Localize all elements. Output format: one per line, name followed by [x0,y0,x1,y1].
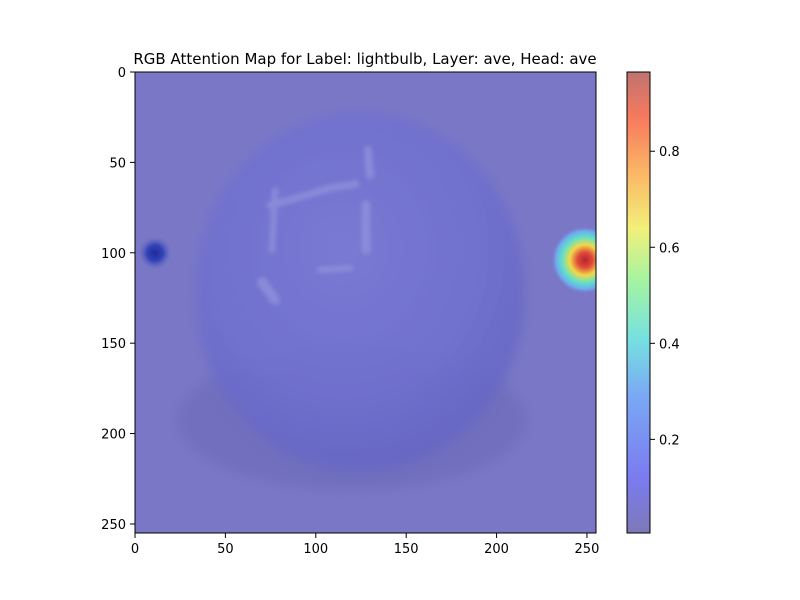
x-tick-label: 200 [484,542,509,557]
heatmap-plot [135,72,596,533]
y-tick-label: 200 [101,428,126,443]
filament-highlights [257,146,374,305]
x-tick-label: 50 [217,542,234,557]
colorbar: 0.2 0.4 0.6 0.8 [626,71,680,534]
y-tick-label: 150 [101,337,126,352]
colorbar-tick-label: 0.6 [659,241,680,256]
hotspot-right [551,226,596,294]
y-tick-label: 50 [109,156,126,171]
colorbar-tick-label: 0.8 [659,145,680,160]
y-tick-label: 100 [101,247,126,262]
x-tick-label: 0 [131,542,139,557]
colorbar-tick-label: 0.4 [659,337,680,352]
colorbar-gradient [626,71,651,534]
colorbar-tick-label: 0.2 [659,433,680,448]
x-tick-label: 250 [575,542,600,557]
y-axis: 0 50 100 150 200 250 [101,66,135,533]
hotspot-left [137,235,173,271]
y-tick-label: 0 [118,66,126,81]
x-tick-label: 150 [394,542,419,557]
plot-frame [134,71,597,534]
x-axis: 0 50 100 150 200 250 [131,533,600,557]
x-tick-label: 100 [303,542,328,557]
y-tick-label: 250 [101,518,126,533]
chart-title: RGB Attention Map for Label: lightbulb, … [133,50,596,68]
colorbar-ticks: 0.2 0.4 0.6 0.8 [650,145,680,448]
bulb-shape [195,112,525,472]
